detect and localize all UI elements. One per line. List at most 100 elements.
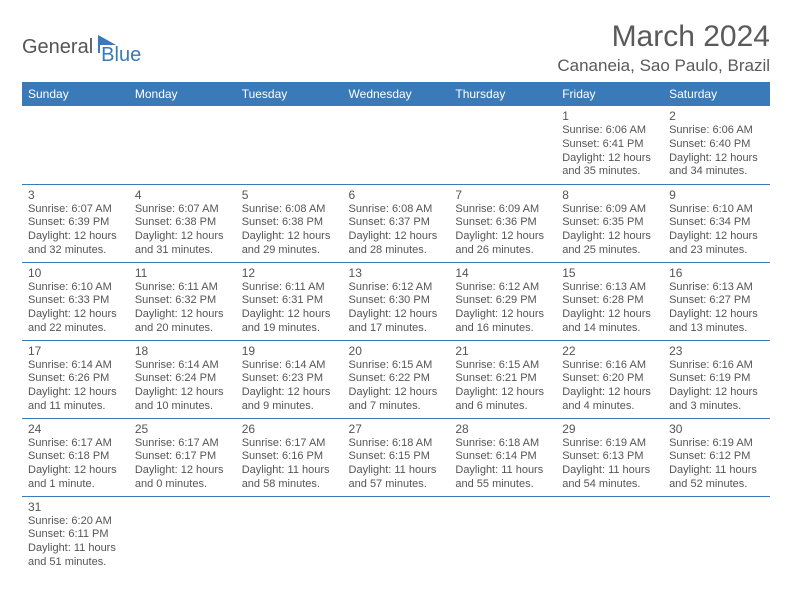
day-number: 14: [455, 266, 550, 280]
calendar-cell: 28Sunrise: 6:18 AMSunset: 6:14 PMDayligh…: [449, 418, 556, 496]
day-number: 24: [28, 422, 123, 436]
sunrise-text: Sunrise: 6:13 AM: [562, 281, 657, 295]
sunset-text: Sunset: 6:12 PM: [669, 450, 764, 464]
sunrise-text: Sunrise: 6:07 AM: [135, 203, 230, 217]
daylight-text: and 23 minutes.: [669, 244, 764, 258]
calendar-cell: [449, 496, 556, 574]
month-title: March 2024: [557, 20, 770, 54]
day-number: 3: [28, 188, 123, 202]
calendar-cell: 9Sunrise: 6:10 AMSunset: 6:34 PMDaylight…: [663, 184, 770, 262]
sunset-text: Sunset: 6:38 PM: [135, 216, 230, 230]
daylight-text: Daylight: 12 hours: [562, 308, 657, 322]
daylight-text: and 22 minutes.: [28, 322, 123, 336]
calendar-cell: 7Sunrise: 6:09 AMSunset: 6:36 PMDaylight…: [449, 184, 556, 262]
day-number: 16: [669, 266, 764, 280]
daylight-text: and 6 minutes.: [455, 400, 550, 414]
brand-logo: General Blue: [22, 20, 141, 67]
sunset-text: Sunset: 6:20 PM: [562, 372, 657, 386]
day-number: 1: [562, 109, 657, 123]
day-number: 8: [562, 188, 657, 202]
sunset-text: Sunset: 6:23 PM: [242, 372, 337, 386]
daylight-text: and 32 minutes.: [28, 244, 123, 258]
day-number: 7: [455, 188, 550, 202]
location-text: Cananeia, Sao Paulo, Brazil: [557, 56, 770, 76]
sunset-text: Sunset: 6:27 PM: [669, 294, 764, 308]
calendar-cell: [236, 496, 343, 574]
daylight-text: Daylight: 12 hours: [349, 230, 444, 244]
sunset-text: Sunset: 6:33 PM: [28, 294, 123, 308]
sunrise-text: Sunrise: 6:10 AM: [669, 203, 764, 217]
calendar-row: 10Sunrise: 6:10 AMSunset: 6:33 PMDayligh…: [22, 262, 770, 340]
day-number: 11: [135, 266, 230, 280]
calendar-cell: 23Sunrise: 6:16 AMSunset: 6:19 PMDayligh…: [663, 340, 770, 418]
day-number: 4: [135, 188, 230, 202]
calendar-cell: 22Sunrise: 6:16 AMSunset: 6:20 PMDayligh…: [556, 340, 663, 418]
calendar-cell: 16Sunrise: 6:13 AMSunset: 6:27 PMDayligh…: [663, 262, 770, 340]
calendar-cell: 26Sunrise: 6:17 AMSunset: 6:16 PMDayligh…: [236, 418, 343, 496]
sunrise-text: Sunrise: 6:09 AM: [455, 203, 550, 217]
day-number: 27: [349, 422, 444, 436]
sunset-text: Sunset: 6:34 PM: [669, 216, 764, 230]
day-number: 28: [455, 422, 550, 436]
daylight-text: and 16 minutes.: [455, 322, 550, 336]
day-number: 22: [562, 344, 657, 358]
daylight-text: Daylight: 11 hours: [562, 464, 657, 478]
day-number: 13: [349, 266, 444, 280]
sunset-text: Sunset: 6:22 PM: [349, 372, 444, 386]
sunset-text: Sunset: 6:11 PM: [28, 528, 123, 542]
daylight-text: and 25 minutes.: [562, 244, 657, 258]
daylight-text: and 4 minutes.: [562, 400, 657, 414]
calendar-cell: 11Sunrise: 6:11 AMSunset: 6:32 PMDayligh…: [129, 262, 236, 340]
sunrise-text: Sunrise: 6:17 AM: [135, 437, 230, 451]
daylight-text: Daylight: 12 hours: [28, 230, 123, 244]
day-number: 19: [242, 344, 337, 358]
calendar-table: Sunday Monday Tuesday Wednesday Thursday…: [22, 82, 770, 574]
daylight-text: and 19 minutes.: [242, 322, 337, 336]
sunrise-text: Sunrise: 6:18 AM: [349, 437, 444, 451]
daylight-text: Daylight: 12 hours: [669, 308, 764, 322]
sunrise-text: Sunrise: 6:19 AM: [562, 437, 657, 451]
daylight-text: Daylight: 12 hours: [669, 386, 764, 400]
calendar-cell: 25Sunrise: 6:17 AMSunset: 6:17 PMDayligh…: [129, 418, 236, 496]
daylight-text: Daylight: 11 hours: [455, 464, 550, 478]
sunrise-text: Sunrise: 6:13 AM: [669, 281, 764, 295]
sunrise-text: Sunrise: 6:17 AM: [242, 437, 337, 451]
calendar-cell: 10Sunrise: 6:10 AMSunset: 6:33 PMDayligh…: [22, 262, 129, 340]
weekday-header: Monday: [129, 82, 236, 106]
daylight-text: Daylight: 11 hours: [242, 464, 337, 478]
sunset-text: Sunset: 6:38 PM: [242, 216, 337, 230]
daylight-text: Daylight: 11 hours: [28, 542, 123, 556]
day-number: 6: [349, 188, 444, 202]
sunrise-text: Sunrise: 6:12 AM: [455, 281, 550, 295]
sunset-text: Sunset: 6:16 PM: [242, 450, 337, 464]
calendar-cell: [129, 496, 236, 574]
calendar-cell: 8Sunrise: 6:09 AMSunset: 6:35 PMDaylight…: [556, 184, 663, 262]
daylight-text: Daylight: 12 hours: [562, 230, 657, 244]
day-number: 30: [669, 422, 764, 436]
daylight-text: and 58 minutes.: [242, 478, 337, 492]
day-number: 25: [135, 422, 230, 436]
calendar-cell: 3Sunrise: 6:07 AMSunset: 6:39 PMDaylight…: [22, 184, 129, 262]
sunrise-text: Sunrise: 6:12 AM: [349, 281, 444, 295]
calendar-row: 17Sunrise: 6:14 AMSunset: 6:26 PMDayligh…: [22, 340, 770, 418]
sunset-text: Sunset: 6:30 PM: [349, 294, 444, 308]
sunrise-text: Sunrise: 6:16 AM: [669, 359, 764, 373]
calendar-cell: 5Sunrise: 6:08 AMSunset: 6:38 PMDaylight…: [236, 184, 343, 262]
sunset-text: Sunset: 6:13 PM: [562, 450, 657, 464]
weekday-header: Sunday: [22, 82, 129, 106]
sunrise-text: Sunrise: 6:06 AM: [669, 124, 764, 138]
daylight-text: Daylight: 11 hours: [349, 464, 444, 478]
calendar-cell: 17Sunrise: 6:14 AMSunset: 6:26 PMDayligh…: [22, 340, 129, 418]
calendar-row: 24Sunrise: 6:17 AMSunset: 6:18 PMDayligh…: [22, 418, 770, 496]
sunset-text: Sunset: 6:40 PM: [669, 138, 764, 152]
sunrise-text: Sunrise: 6:18 AM: [455, 437, 550, 451]
calendar-cell: 27Sunrise: 6:18 AMSunset: 6:15 PMDayligh…: [343, 418, 450, 496]
weekday-header: Friday: [556, 82, 663, 106]
day-number: 17: [28, 344, 123, 358]
daylight-text: Daylight: 12 hours: [349, 308, 444, 322]
sunset-text: Sunset: 6:32 PM: [135, 294, 230, 308]
daylight-text: and 31 minutes.: [135, 244, 230, 258]
daylight-text: Daylight: 12 hours: [28, 464, 123, 478]
calendar-cell: [663, 496, 770, 574]
calendar-cell: [129, 106, 236, 184]
